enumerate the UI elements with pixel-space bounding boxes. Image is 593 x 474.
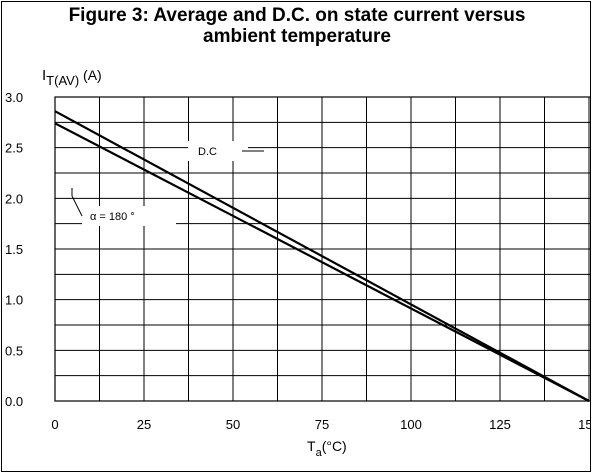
x-tick-label: 25	[137, 417, 151, 432]
chart-title: Figure 3: Average and D.C. on state curr…	[2, 5, 590, 47]
alpha-label-box	[82, 206, 176, 226]
x-tick-label: 150	[578, 417, 591, 432]
y-tick-label: 1.0	[5, 293, 23, 308]
x-axis-label: Ta(°C)	[307, 438, 347, 459]
x-tick-label: 0	[51, 417, 58, 432]
alpha-label-leader	[71, 195, 83, 217]
x-tick-label: 75	[315, 417, 329, 432]
y-axis-label: IT(AV) (A)	[42, 67, 102, 88]
x-tick-label: 125	[489, 417, 511, 432]
axis-labels: IT(AV) (A) Ta(°C)	[42, 67, 347, 459]
x-tick-label: 50	[226, 417, 240, 432]
annotation-layer: D.C α = 180 °	[71, 141, 264, 226]
grid	[54, 96, 590, 402]
chart-title-line-1: Figure 3: Average and D.C. on state curr…	[68, 5, 526, 26]
plot-border	[54, 96, 590, 402]
dc-label-box	[188, 141, 248, 161]
y-tick-label: 1.5	[5, 242, 23, 257]
x-tick-label: 100	[400, 417, 422, 432]
series-line-dc	[54, 110, 590, 402]
alpha-label: α = 180 °	[90, 211, 135, 223]
tick-labels: 0.0 0.5 1.0 1.5 2.0 2.5 3.0 0 25 50 75 100 125 150	[5, 90, 591, 432]
y-tick-label: 0.0	[5, 394, 23, 409]
series-layer	[54, 110, 590, 402]
chart-title-line-2: ambient temperature	[203, 26, 391, 47]
y-tick-label: 0.5	[5, 343, 23, 358]
y-tick-label: 2.0	[5, 191, 23, 206]
y-tick-label: 3.0	[5, 90, 23, 105]
dc-label: D.C	[198, 146, 217, 158]
y-tick-label: 2.5	[5, 141, 23, 156]
series-line-alpha-180	[54, 122, 590, 402]
